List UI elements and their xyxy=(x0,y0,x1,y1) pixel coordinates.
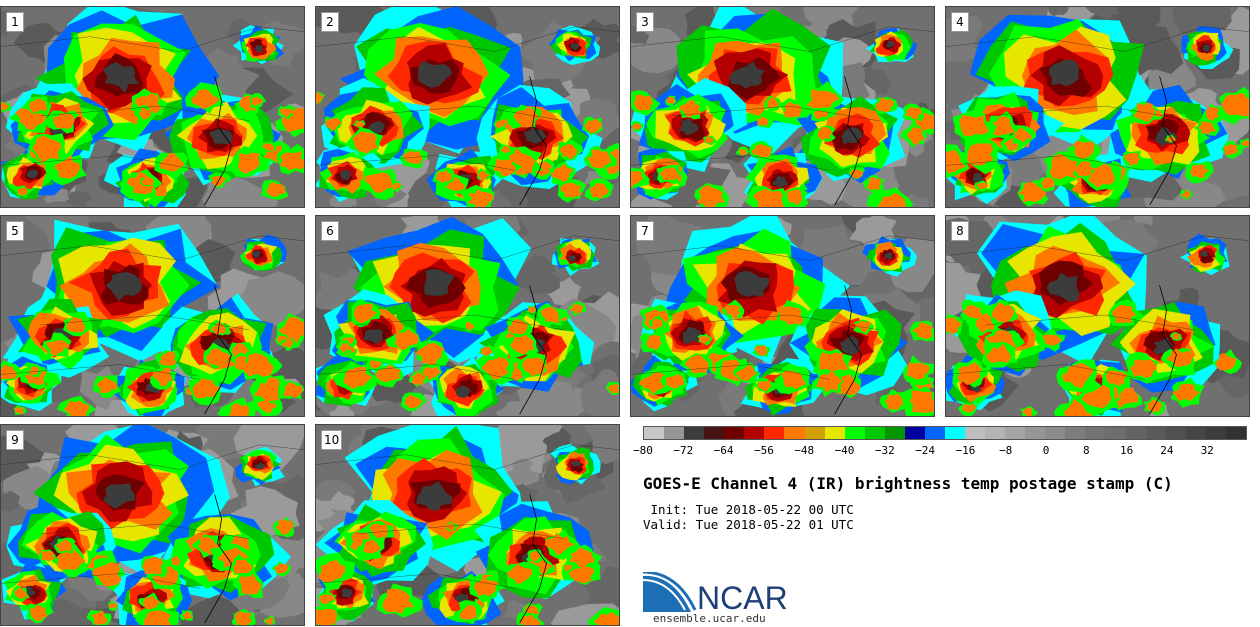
map-field xyxy=(1,7,304,207)
map-field xyxy=(316,216,619,416)
colorbar-swatch xyxy=(744,427,765,439)
colorbar-swatch xyxy=(784,427,805,439)
colorbar-tick-label: 32 xyxy=(1200,444,1214,457)
colorbar-tick-label: 0 xyxy=(1042,444,1050,457)
colorbar-tick-label: 8 xyxy=(1082,444,1090,457)
map-panel: 10 xyxy=(315,424,620,626)
map-panel: 1 xyxy=(0,6,305,208)
colorbar-swatch xyxy=(965,427,986,439)
colorbar-swatch xyxy=(1085,427,1106,439)
colorbar-swatch xyxy=(1065,427,1086,439)
init-time: Init: Tue 2018-05-22 00 UTC xyxy=(643,502,854,517)
colorbar-swatch xyxy=(704,427,725,439)
panel-number: 3 xyxy=(636,12,654,32)
colorbar-swatch xyxy=(824,427,845,439)
colorbar-tick-label: −40 xyxy=(834,444,855,457)
colorbar-swatch xyxy=(724,427,745,439)
map-panel: 7 xyxy=(630,215,935,417)
panel-number: 9 xyxy=(6,430,24,450)
colorbar-swatch xyxy=(664,427,685,439)
colorbar-tick-label: −64 xyxy=(713,444,734,457)
colorbar-swatch xyxy=(764,427,785,439)
colorbar-swatch xyxy=(1205,427,1226,439)
panel-number: 1 xyxy=(6,12,24,32)
panel-number: 5 xyxy=(6,221,24,241)
ncar-logo: NCAR xyxy=(643,572,788,612)
map-panel: 4 xyxy=(945,6,1250,208)
colorbar-tick-label: −56 xyxy=(753,444,774,457)
panel-number: 7 xyxy=(636,221,654,241)
map-panel: 5 xyxy=(0,215,305,417)
colorbar-swatch xyxy=(1045,427,1066,439)
colorbar-swatch xyxy=(1225,427,1246,439)
colorbar-tick-label: −24 xyxy=(915,444,936,457)
panel-number: 6 xyxy=(321,221,339,241)
colorbar-swatch xyxy=(844,427,865,439)
colorbar-swatch xyxy=(644,427,665,439)
map-field xyxy=(1,216,304,416)
colorbar-swatch xyxy=(1185,427,1206,439)
map-field xyxy=(1,425,304,625)
colorbar-swatch xyxy=(804,427,825,439)
map-panel: 8 xyxy=(945,215,1250,417)
panel-number: 8 xyxy=(951,221,969,241)
colorbar-swatch xyxy=(944,427,965,439)
logo-wordmark: NCAR xyxy=(697,580,788,612)
map-field xyxy=(946,216,1249,416)
panel-number: 4 xyxy=(951,12,969,32)
colorbar-swatch xyxy=(684,427,705,439)
colorbar-tick-label: 24 xyxy=(1160,444,1174,457)
colorbar-swatch xyxy=(864,427,885,439)
valid-time: Valid: Tue 2018-05-22 01 UTC xyxy=(643,517,854,532)
colorbar-ticks: −80 −72 −64 −56 −48 −40 −32 −24 −16 −8 0 8 16 24 32 xyxy=(633,444,1247,458)
map-field xyxy=(631,7,934,207)
map-field xyxy=(631,216,934,416)
map-field xyxy=(316,425,619,625)
colorbar-swatch xyxy=(985,427,1006,439)
colorbar-tick-label: −80 xyxy=(633,444,653,457)
colorbar-tick-label: −16 xyxy=(955,444,976,457)
colorbar-tick-label: −8 xyxy=(999,444,1013,457)
colorbar-swatch xyxy=(1145,427,1166,439)
colorbar-swatch xyxy=(924,427,945,439)
map-panel: 9 xyxy=(0,424,305,626)
colorbar-swatch xyxy=(1125,427,1146,439)
colorbar xyxy=(643,426,1247,440)
colorbar-tick-label: −72 xyxy=(673,444,694,457)
map-field xyxy=(946,7,1249,207)
colorbar-swatch xyxy=(1105,427,1126,439)
colorbar-tick-label: −48 xyxy=(794,444,815,457)
map-panel: 3 xyxy=(630,6,935,208)
colorbar-swatch xyxy=(1005,427,1026,439)
colorbar-tick-label: 16 xyxy=(1119,444,1134,457)
map-panel: 6 xyxy=(315,215,620,417)
map-panel: 2 xyxy=(315,6,620,208)
colorbar-swatch xyxy=(1165,427,1186,439)
panel-number: 2 xyxy=(321,12,339,32)
map-field xyxy=(316,7,619,207)
colorbar-swatch xyxy=(904,427,925,439)
colorbar-swatch xyxy=(1025,427,1046,439)
logo-url: ensemble.ucar.edu xyxy=(653,612,766,625)
colorbar-tick-label: −32 xyxy=(874,444,895,457)
panel-number: 10 xyxy=(321,430,343,450)
figure-title: GOES-E Channel 4 (IR) brightness temp po… xyxy=(643,474,1173,493)
colorbar-swatch xyxy=(884,427,905,439)
